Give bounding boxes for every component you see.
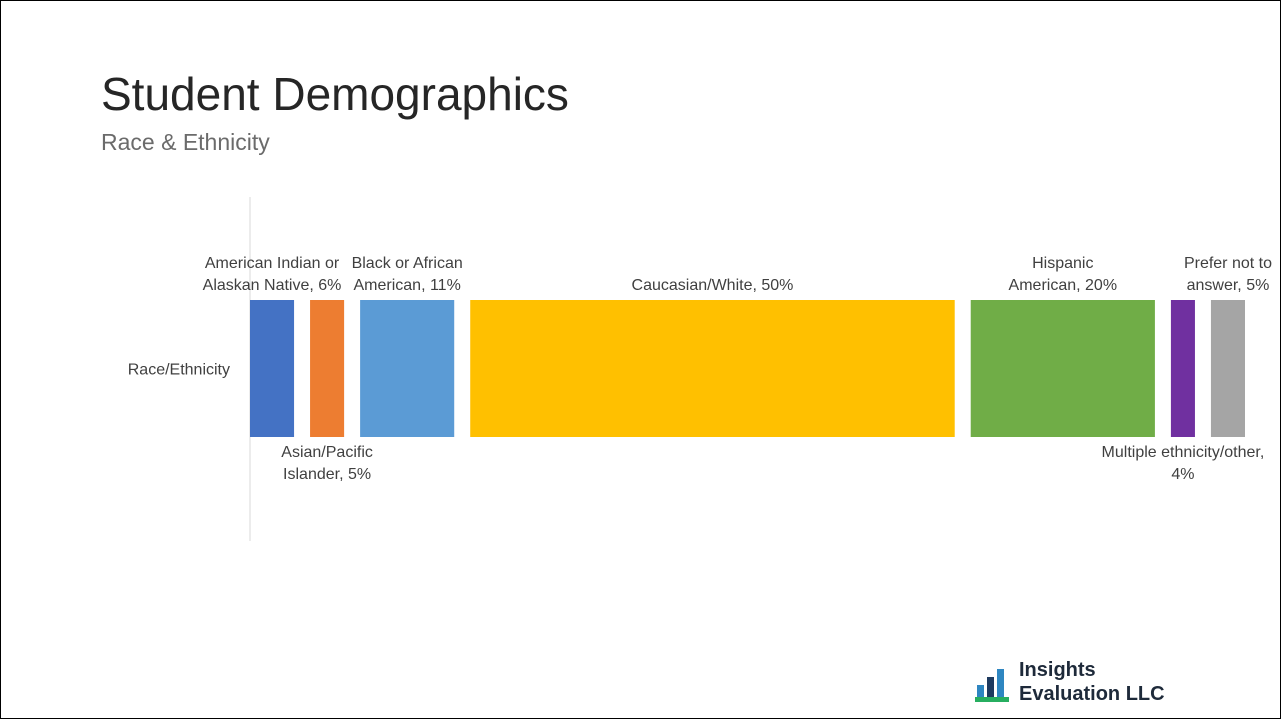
page-title: Student Demographics	[101, 68, 569, 120]
bar-segment-2	[360, 300, 455, 437]
data-label-1: Asian/Pacific Islander, 5%	[281, 444, 373, 483]
category-axis-label: Race/Ethnicity	[128, 362, 230, 379]
page-subtitle: Race & Ethnicity	[101, 129, 270, 155]
bar-segment-0	[250, 300, 295, 437]
logo-text-line2: Evaluation LLC	[1019, 683, 1165, 705]
company-logo: Insights Evaluation LLC	[975, 659, 1175, 711]
bar-segment-3	[470, 300, 955, 437]
data-label-3: Caucasian/White, 50%	[632, 277, 794, 294]
data-label-6: Prefer not to answer, 5%	[1184, 255, 1272, 294]
data-label-0: American Indian or Alaskan Native, 6%	[203, 255, 342, 294]
logo-bars-icon	[975, 669, 1009, 702]
bar-segment-5	[1170, 300, 1195, 437]
data-label-2: Black or African American, 11%	[352, 255, 463, 294]
bar-segment-4	[970, 300, 1155, 437]
data-label-4: Hispanic American, 20%	[1009, 255, 1118, 294]
bar-segment-6	[1210, 300, 1245, 437]
data-label-5: Multiple ethnicity/other, 4%	[1102, 444, 1265, 483]
logo-text-line1: Insights	[1019, 659, 1096, 681]
bar-segment-1	[310, 300, 345, 437]
